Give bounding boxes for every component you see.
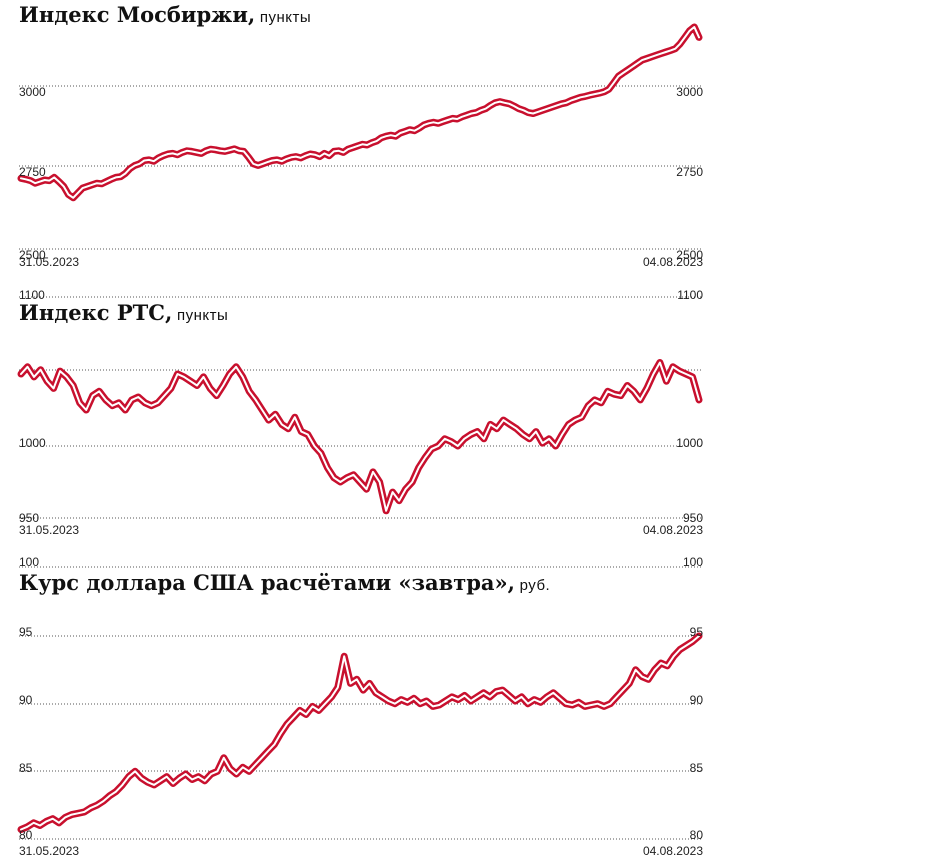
x-end-label: 04.08.2023 — [642, 255, 703, 269]
y-tick-label-right: 100 — [682, 555, 703, 569]
y-tick-label-right: 80 — [689, 828, 703, 842]
y-tick-label-left: 2750 — [19, 165, 46, 179]
y-tick-label-left: 100 — [19, 555, 40, 569]
y-tick-label-left: 1000 — [19, 436, 46, 450]
series-line — [17, 359, 703, 515]
y-tick-label-left: 90 — [19, 693, 33, 707]
x-end-label: 04.08.2023 — [642, 523, 703, 537]
chart-title: Курс доллара США расчётами «завтра», руб… — [19, 570, 550, 595]
y-tick-label-left: 95 — [19, 625, 33, 639]
y-tick-label-left: 85 — [19, 761, 33, 775]
x-start-label: 31.05.2023 — [19, 255, 80, 269]
series-line-highlight — [20, 635, 700, 831]
y-tick-label-right: 950 — [682, 511, 703, 525]
y-tick-label-left: 3000 — [19, 85, 46, 99]
y-tick-label-left: 80 — [19, 828, 33, 842]
y-tick-label-right: 2500 — [676, 248, 703, 262]
y-tick-label-right: 85 — [689, 761, 703, 775]
chart-title-unit: руб. — [514, 577, 551, 594]
chart-title-text: Индекс Мосбиржи, — [19, 2, 256, 27]
y-tick-label-right: 2750 — [676, 165, 703, 179]
series-line-highlight — [20, 361, 700, 512]
chart-title: Индекс Мосбиржи, пункты — [19, 2, 311, 27]
series-line-highlight — [20, 26, 700, 199]
series-line — [17, 632, 703, 833]
y-tick-label-right: 3000 — [676, 85, 703, 99]
chart-title-text: Курс доллара США расчётами «завтра», — [19, 570, 515, 595]
x-end-label: 04.08.2023 — [642, 844, 703, 858]
x-start-label: 31.05.2023 — [19, 844, 80, 858]
chart-title-unit: пункты — [172, 307, 229, 324]
y-tick-label-right: 1000 — [676, 436, 703, 450]
y-tick-label-right: 1100 — [677, 288, 703, 302]
x-start-label: 31.05.2023 — [19, 523, 80, 537]
chart-title: Индекс РТС, пункты — [19, 300, 228, 325]
chart-title-text: Индекс РТС, — [19, 300, 173, 325]
y-tick-label-right: 95 — [689, 625, 703, 639]
y-tick-label-left: 950 — [19, 511, 40, 525]
series-line — [17, 23, 703, 202]
y-tick-label-left: 2500 — [19, 248, 46, 262]
y-tick-label-left: 1100 — [19, 288, 45, 302]
chart-title-unit: пункты — [255, 9, 312, 26]
y-tick-label-right: 90 — [689, 693, 703, 707]
